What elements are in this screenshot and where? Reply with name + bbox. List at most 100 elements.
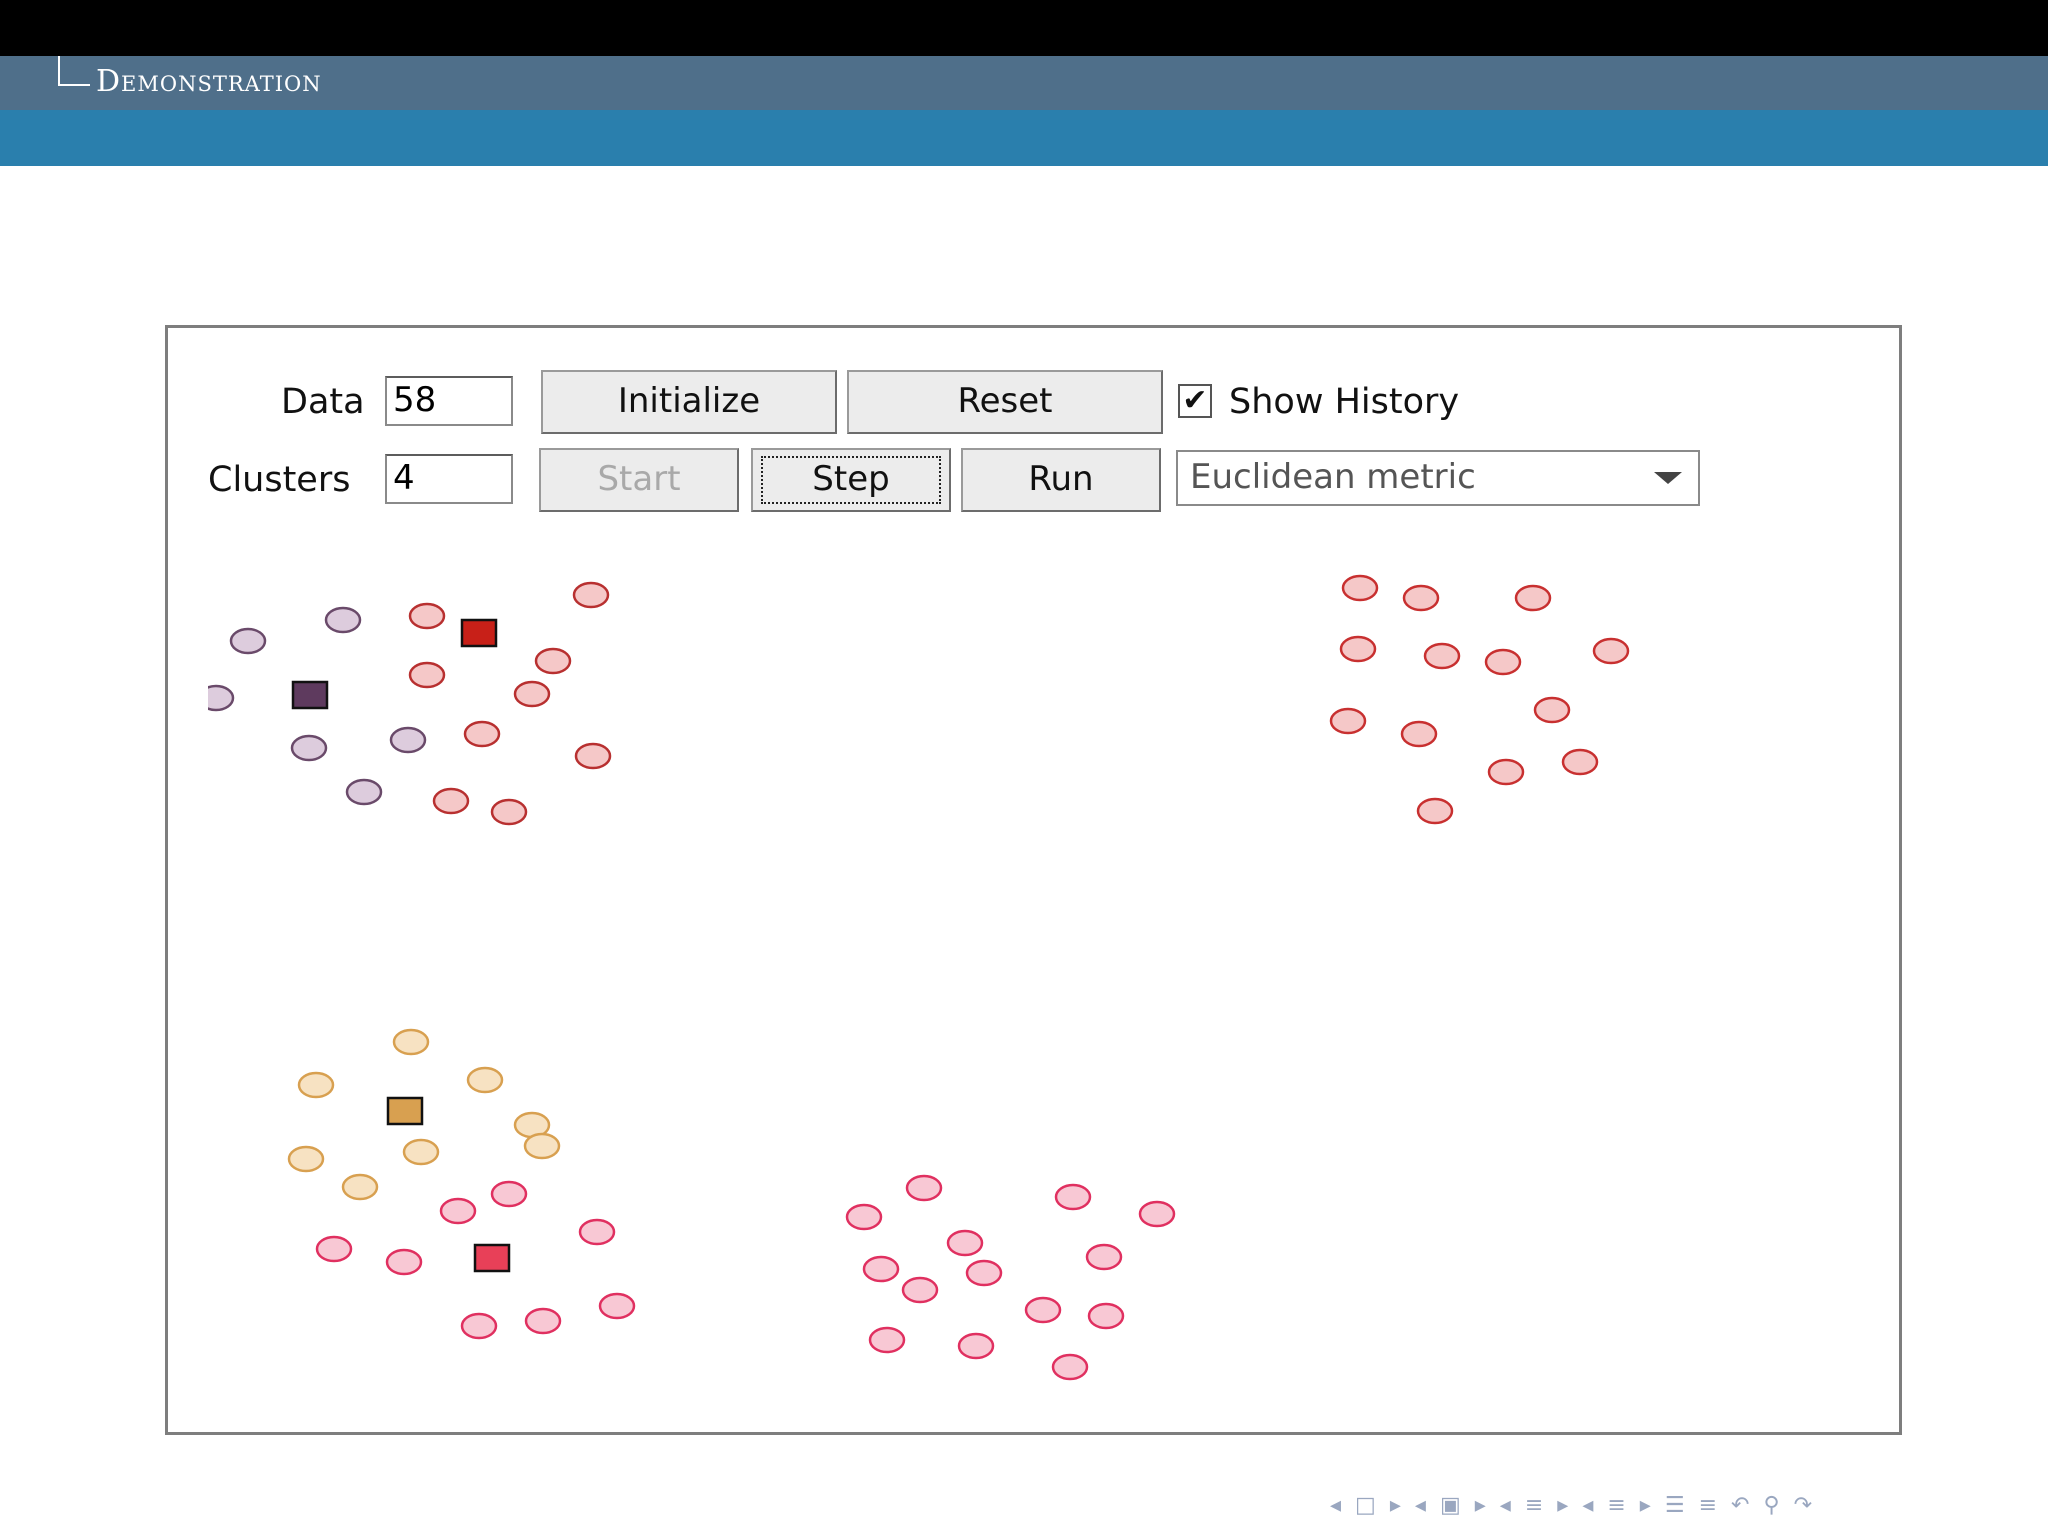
- section-title: Demonstration: [96, 64, 322, 99]
- data-point-right-red: [1592, 637, 1630, 665]
- data-point-pink: [845, 1203, 883, 1231]
- data-point-pink: [439, 1197, 477, 1225]
- data-point-pink: [315, 1235, 353, 1263]
- section-icon[interactable]: ≡: [1524, 1492, 1544, 1518]
- data-point-pink: [460, 1312, 498, 1340]
- data-point-pink: [1138, 1200, 1176, 1228]
- data-point-right-red: [1400, 720, 1438, 748]
- show-history-label: Show History: [1229, 382, 1460, 422]
- data-point-dark-red: [490, 798, 528, 826]
- data-point-right-red: [1487, 758, 1525, 786]
- list-icon[interactable]: ≡: [1607, 1492, 1626, 1518]
- data-point-dark-red: [513, 680, 551, 708]
- data-point-orange: [523, 1132, 561, 1160]
- chevron-down-icon[interactable]: [1654, 472, 1682, 484]
- data-point-pink: [946, 1229, 984, 1257]
- section-marker-line: [58, 84, 90, 86]
- data-point-right-red: [1533, 696, 1571, 724]
- data-point-dark-red: [572, 581, 610, 609]
- arrow-left-icon[interactable]: ◂: [1582, 1492, 1594, 1518]
- data-label: Data: [281, 382, 365, 422]
- beamer-navigation: ◂ □ ▸ ◂ ▣ ▸ ◂ ≡ ▸ ◂ ≡ ▸ ☰ ≡ ↶ ⚲ ↷: [1330, 1490, 1812, 1520]
- data-point-pink: [1085, 1243, 1123, 1271]
- data-point-pink: [905, 1174, 943, 1202]
- data-point-purple: [345, 778, 383, 806]
- data-point-orange: [341, 1173, 379, 1201]
- data-point-dark-red: [463, 720, 501, 748]
- metric-select[interactable]: Euclidean metric: [1176, 450, 1700, 506]
- data-point-pink: [901, 1276, 939, 1304]
- data-point-pink: [957, 1332, 995, 1360]
- data-point-orange: [297, 1071, 335, 1099]
- data-point-dark-red: [574, 742, 612, 770]
- arrow-right-icon[interactable]: ▸: [1389, 1492, 1401, 1518]
- data-point-right-red: [1329, 707, 1367, 735]
- data-point-dark-red: [432, 787, 470, 815]
- data-point-purple: [324, 606, 362, 634]
- cluster-plot[interactable]: [208, 538, 1898, 1418]
- data-point-dark-red: [534, 647, 572, 675]
- centroid-purple: [291, 680, 329, 710]
- data-point-orange: [402, 1138, 440, 1166]
- data-point-pink: [490, 1180, 528, 1208]
- arrow-right-icon[interactable]: ▸: [1557, 1492, 1569, 1518]
- data-point-purple: [229, 627, 267, 655]
- start-button[interactable]: Start: [539, 448, 739, 512]
- clusters-label: Clusters: [208, 460, 351, 500]
- centroid-orange: [386, 1096, 424, 1126]
- data-point-pink: [862, 1255, 900, 1283]
- data-point-right-red: [1339, 635, 1377, 663]
- redo-icon[interactable]: ↷: [1793, 1492, 1813, 1518]
- centroid-pink: [473, 1243, 511, 1273]
- data-point-right-red: [1484, 648, 1522, 676]
- frame-top-bar: [0, 0, 2048, 56]
- data-point-purple: [290, 734, 328, 762]
- data-point-pink: [578, 1218, 616, 1246]
- arrow-right-icon[interactable]: ▸: [1474, 1492, 1486, 1518]
- data-point-dark-red: [408, 602, 446, 630]
- initialize-button[interactable]: Initialize: [541, 370, 837, 434]
- data-point-orange: [287, 1145, 325, 1173]
- data-point-right-red: [1514, 584, 1552, 612]
- arrow-left-icon[interactable]: ◂: [1414, 1492, 1426, 1518]
- kmeans-applet: Data 58 Initialize Reset ✔ Show History …: [165, 325, 1902, 1435]
- toc-icon[interactable]: ☰: [1664, 1492, 1685, 1518]
- clusters-count-field[interactable]: 4: [385, 454, 513, 504]
- data-point-purple: [208, 684, 235, 712]
- step-button[interactable]: Step: [751, 448, 951, 512]
- data-point-orange: [466, 1066, 504, 1094]
- data-point-purple: [389, 726, 427, 754]
- section-bar: [0, 56, 2048, 110]
- run-button[interactable]: Run: [961, 448, 1161, 512]
- data-point-pink: [868, 1326, 906, 1354]
- data-point-right-red: [1341, 574, 1379, 602]
- show-history-checkbox[interactable]: ✔: [1178, 384, 1212, 418]
- arrow-right-icon[interactable]: ▸: [1639, 1492, 1651, 1518]
- data-point-pink: [598, 1292, 636, 1320]
- data-count-field[interactable]: 58: [385, 376, 513, 426]
- data-point-right-red: [1561, 748, 1599, 776]
- data-point-right-red: [1402, 584, 1440, 612]
- title-band: [0, 110, 2048, 166]
- section-marker-line: [58, 56, 60, 86]
- frame-icon[interactable]: □: [1355, 1492, 1376, 1518]
- data-point-right-red: [1416, 797, 1454, 825]
- data-point-pink: [1051, 1353, 1089, 1381]
- data-point-dark-red: [408, 661, 446, 689]
- arrow-left-icon[interactable]: ◂: [1330, 1492, 1342, 1518]
- data-point-orange: [392, 1028, 430, 1056]
- subsection-icon[interactable]: ▣: [1439, 1492, 1461, 1518]
- undo-icon[interactable]: ↶: [1731, 1492, 1750, 1518]
- metric-select-value: Euclidean metric: [1190, 457, 1476, 497]
- data-point-pink: [1024, 1296, 1062, 1324]
- data-point-pink: [524, 1307, 562, 1335]
- search-icon[interactable]: ⚲: [1763, 1492, 1780, 1518]
- centroid-dark-red: [460, 618, 498, 648]
- reset-button[interactable]: Reset: [847, 370, 1163, 434]
- data-point-pink: [1087, 1302, 1125, 1330]
- arrow-left-icon[interactable]: ◂: [1499, 1492, 1511, 1518]
- data-point-pink: [965, 1259, 1003, 1287]
- data-point-right-red: [1423, 642, 1461, 670]
- data-point-pink: [1054, 1183, 1092, 1211]
- toc-icon[interactable]: ≡: [1698, 1492, 1718, 1518]
